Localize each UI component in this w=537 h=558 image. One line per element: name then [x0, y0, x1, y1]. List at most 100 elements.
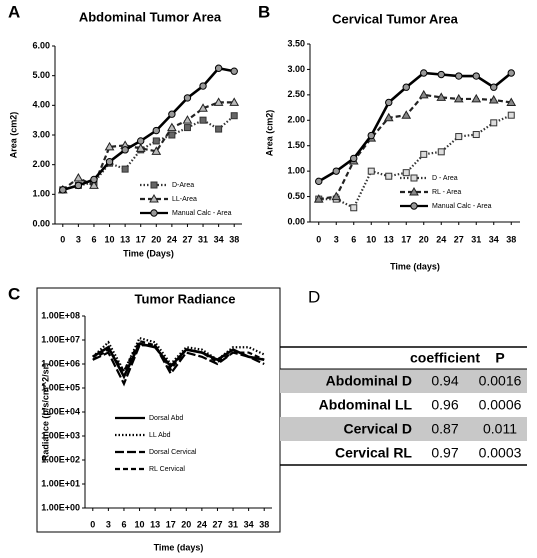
point	[214, 64, 223, 72]
x-tick-label: 31	[198, 234, 208, 244]
point	[135, 143, 146, 152]
legend-label: Manual Calc - Area	[172, 210, 232, 217]
x-tick-label: 27	[212, 519, 222, 529]
legend-label: D - Area	[432, 175, 458, 182]
legend-label: D-Area	[172, 182, 194, 189]
x-tick-label: 38	[506, 234, 516, 244]
y-tick-label: 1.00E+03	[41, 430, 80, 440]
point	[490, 83, 498, 91]
y-tick-label: 1.00	[287, 166, 305, 176]
point	[410, 174, 418, 182]
point	[437, 148, 445, 156]
y-tick-label: 2.00	[32, 159, 50, 169]
y-tick-label: 1.00E+07	[41, 334, 80, 344]
y-tick-label: 1.00	[32, 189, 50, 199]
x-tick-label: 3	[334, 234, 339, 244]
point	[199, 82, 207, 90]
point	[331, 191, 342, 201]
y-tick-label: 1.00E+08	[41, 310, 80, 320]
y-tick-label: 3.00	[287, 64, 305, 74]
series-line	[92, 336, 265, 374]
point	[151, 146, 162, 155]
x-tick-label: 13	[150, 519, 160, 529]
point	[332, 167, 340, 175]
x-tick-label: 10	[105, 234, 115, 244]
x-tick-label: 17	[166, 519, 176, 529]
x-tick-label: 20	[181, 519, 191, 529]
point	[230, 67, 238, 75]
legend-label: RL Cervical	[149, 466, 185, 473]
point	[385, 98, 393, 107]
y-axis-label: Radiance (p/s/cm^2/sr)	[40, 363, 50, 461]
point	[198, 103, 208, 112]
x-tick-label: 10	[135, 519, 145, 529]
table-cell: 0.0006	[479, 397, 522, 413]
y-tick-label: 4.00	[32, 100, 50, 110]
column-header: P	[495, 350, 504, 366]
point	[167, 122, 177, 132]
x-tick-label: 6	[91, 234, 96, 244]
y-tick-label: 6.00	[32, 40, 50, 50]
x-tick-label: 3	[106, 519, 111, 529]
y-tick-label: 1.00E+06	[41, 358, 80, 368]
point	[385, 172, 393, 180]
series-line	[62, 101, 235, 191]
point	[168, 110, 176, 118]
point	[150, 209, 158, 217]
point	[199, 116, 207, 124]
y-tick-label: 2.50	[287, 89, 305, 99]
point	[215, 125, 223, 133]
point	[409, 186, 419, 196]
point	[350, 154, 358, 163]
point	[367, 131, 375, 140]
x-tick-label: 24	[197, 519, 207, 529]
x-tick-label: 17	[136, 234, 146, 244]
y-tick-label: 1.00E+02	[41, 454, 80, 464]
point	[315, 177, 323, 186]
point	[168, 131, 176, 139]
row-header: Abdominal D	[326, 373, 412, 389]
point	[410, 202, 418, 210]
row-header: Abdominal LL	[319, 397, 413, 413]
table-cell: 0.94	[431, 373, 458, 389]
point	[121, 146, 129, 154]
table-cell: 0.97	[431, 445, 458, 461]
panel-label: A	[8, 2, 20, 21]
chart-title: Tumor Radiance	[135, 291, 236, 306]
point	[472, 72, 480, 80]
x-tick-label: 20	[419, 234, 429, 244]
legend-label: LL-Area	[172, 196, 197, 203]
y-tick-label: 1.00E+01	[41, 478, 80, 488]
x-tick-label: 20	[151, 234, 161, 244]
point	[105, 158, 114, 166]
x-tick-label: 6	[351, 234, 356, 244]
legend-label: LL Abd	[149, 432, 171, 439]
x-tick-label: 34	[244, 519, 254, 529]
point	[149, 193, 159, 203]
chart-title: Abdominal Tumor Area	[79, 9, 222, 24]
point	[471, 93, 482, 103]
series-line	[92, 339, 265, 374]
point	[90, 175, 98, 184]
table-cell: 0.0003	[479, 445, 522, 461]
point	[313, 194, 324, 203]
row-header: Cervical RL	[335, 445, 412, 461]
y-tick-label: 1.00E+00	[41, 502, 80, 512]
point	[182, 115, 193, 124]
table-cell: 0.0016	[479, 373, 522, 389]
point	[420, 69, 428, 77]
point	[152, 137, 160, 145]
row-shade	[280, 369, 527, 393]
point	[418, 89, 429, 99]
legend-label: Dorsal Abd	[149, 415, 183, 422]
series-line	[318, 71, 513, 183]
point	[472, 131, 480, 139]
y-tick-label: 3.00	[32, 129, 50, 139]
table-cell: 0.96	[431, 397, 458, 413]
x-axis-label: Time (Days)	[123, 248, 174, 258]
y-tick-label: 1.50	[287, 140, 305, 150]
point	[455, 133, 463, 141]
x-tick-label: 24	[436, 234, 446, 244]
x-axis-label: Time (days)	[390, 261, 440, 271]
panel-c-frame	[36, 287, 281, 533]
